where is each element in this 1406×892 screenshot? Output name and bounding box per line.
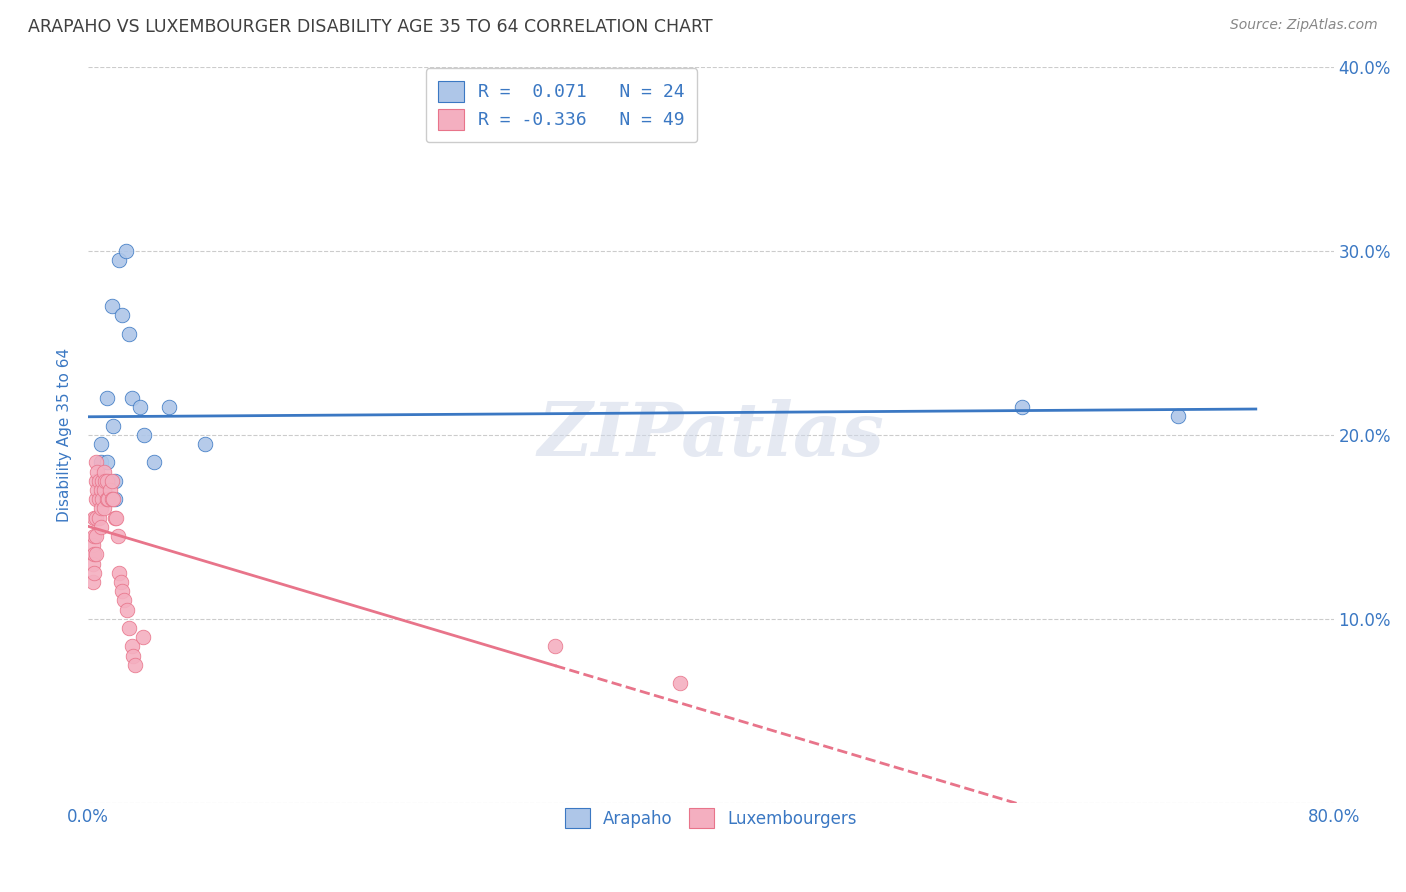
Point [87,510,110,524]
Point [82,538,104,552]
Point [134,427,156,442]
Point [104,492,127,507]
Point [544,640,567,654]
Text: ARAPAHO VS LUXEMBOURGER DISABILITY AGE 35 TO 64 CORRELATION CHART: ARAPAHO VS LUXEMBOURGER DISABILITY AGE 3… [28,18,713,36]
Point [121,640,143,654]
Point [93,492,115,507]
Point [94,474,117,488]
Point [86,483,108,497]
Point [96,455,118,469]
Point [86,465,108,479]
Point [83,510,105,524]
Point [157,400,180,414]
Point [84,510,107,524]
Text: Source: ZipAtlas.com: Source: ZipAtlas.com [1230,18,1378,32]
Point [108,252,131,267]
Point [101,492,124,507]
Point [83,529,105,543]
Point [105,510,128,524]
Point [90,520,112,534]
Point [108,566,131,580]
Point [84,455,107,469]
Point [131,630,153,644]
Point [93,501,115,516]
Point [90,483,112,497]
Point [91,492,114,507]
Point [112,593,135,607]
Point [117,621,139,635]
Point [114,244,136,258]
Point [121,391,143,405]
Point [194,437,217,451]
Point [97,492,120,507]
Point [83,566,105,580]
Point [117,326,139,341]
Point [124,657,146,672]
Point [1011,400,1033,414]
Point [90,437,112,451]
Point [96,492,118,507]
Legend: Arapaho, Luxembourgers: Arapaho, Luxembourgers [558,801,863,835]
Point [83,548,105,562]
Point [84,492,107,507]
Point [115,602,138,616]
Point [97,492,120,507]
Point [90,455,112,469]
Point [111,584,134,599]
Point [111,308,134,322]
Point [96,391,118,405]
Point [100,299,122,313]
Point [93,483,115,497]
Point [97,474,120,488]
Point [668,676,690,690]
Point [100,474,122,488]
Y-axis label: Disability Age 35 to 64: Disability Age 35 to 64 [58,348,72,522]
Point [84,529,107,543]
Point [93,465,115,479]
Point [122,648,145,663]
Point [93,483,115,497]
Point [87,492,110,507]
Point [84,474,107,488]
Point [107,529,129,543]
Point [128,400,150,414]
Point [87,474,110,488]
Point [84,548,107,562]
Point [104,510,127,524]
Point [96,474,118,488]
Point [104,474,127,488]
Point [82,575,104,590]
Point [142,455,165,469]
Point [82,557,104,571]
Point [91,474,114,488]
Point [100,492,122,507]
Point [101,418,124,433]
Point [1167,409,1189,424]
Point [110,575,132,590]
Point [98,483,121,497]
Text: ZIPatlas: ZIPatlas [537,399,884,471]
Point [90,501,112,516]
